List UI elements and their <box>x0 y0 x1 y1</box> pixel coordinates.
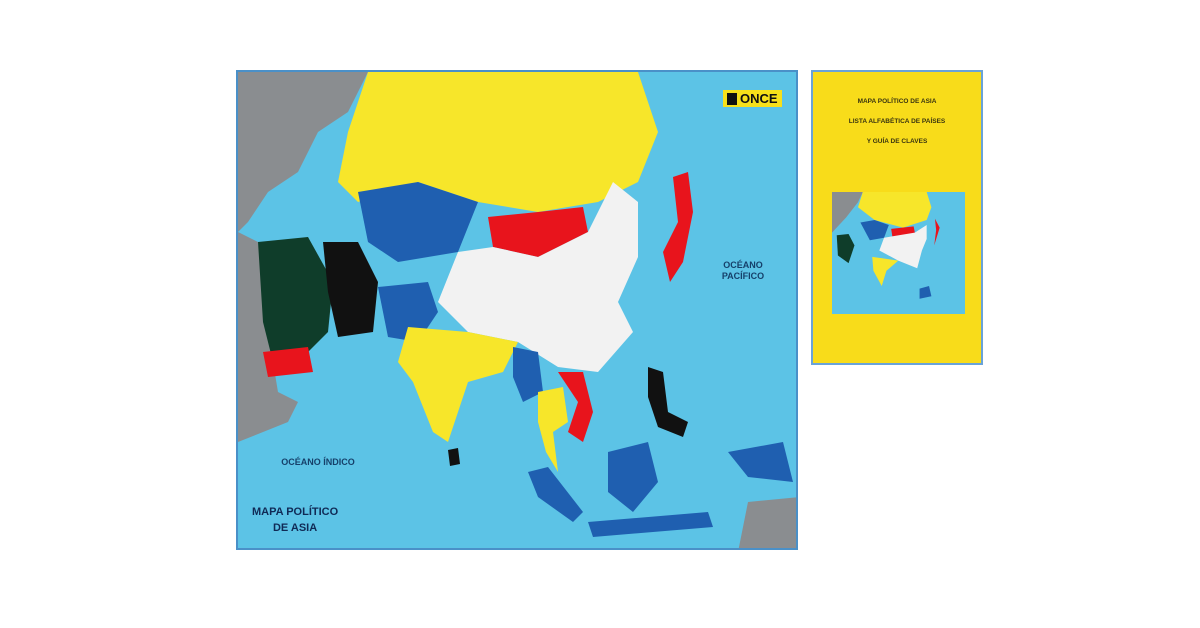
india <box>398 327 518 442</box>
new-guinea <box>728 442 793 482</box>
asia-political-map: ONCE OCÉANO PACÍFICO OCÉANO ÍNDICO MAPA … <box>236 70 798 550</box>
thailand <box>538 387 568 472</box>
booklet-title: MAPA POLÍTICO DE ASIA <box>857 98 937 105</box>
booklet-subtitle2: Y GUÍA DE CLAVES <box>866 138 928 145</box>
philippines <box>648 367 688 437</box>
russia <box>338 72 658 212</box>
booklet-map-thumbnail <box>832 192 965 314</box>
booklet-subtitle: LISTA ALFABÉTICA DE PAÍSES <box>848 118 946 125</box>
map-title-line2: DE ASIA <box>272 522 318 534</box>
sri-lanka <box>448 448 460 466</box>
vietnam <box>558 372 593 442</box>
indian-ocean-label: OCÉANO ÍNDICO <box>281 457 355 467</box>
once-logo: ONCE <box>723 90 782 107</box>
map-shapes <box>238 72 796 548</box>
japan <box>663 172 693 282</box>
europe-landmass <box>238 72 368 232</box>
once-logo-mark <box>727 92 737 105</box>
china <box>438 182 638 372</box>
afghanistan-pakistan <box>378 282 438 342</box>
indonesia-borneo <box>608 442 658 512</box>
key-booklet: MAPA POLÍTICO DE ASIA LISTA ALFABÉTICA D… <box>811 70 983 365</box>
map-title-line1: MAPA POLÍTICO <box>252 506 339 518</box>
yemen <box>263 347 313 377</box>
indonesia-islands <box>588 512 713 537</box>
myanmar <box>513 347 543 402</box>
thumbnail-shapes <box>832 192 940 299</box>
indonesia-sumatra <box>528 467 583 522</box>
middle-east-green <box>258 237 333 362</box>
iran <box>323 242 378 337</box>
map-title: MAPA POLÍTICO DE ASIA <box>252 504 338 536</box>
pacific-ocean-label: OCÉANO PACÍFICO <box>721 260 765 281</box>
kazakhstan <box>358 182 478 262</box>
australia <box>738 497 796 548</box>
once-logo-text: ONCE <box>740 91 778 106</box>
